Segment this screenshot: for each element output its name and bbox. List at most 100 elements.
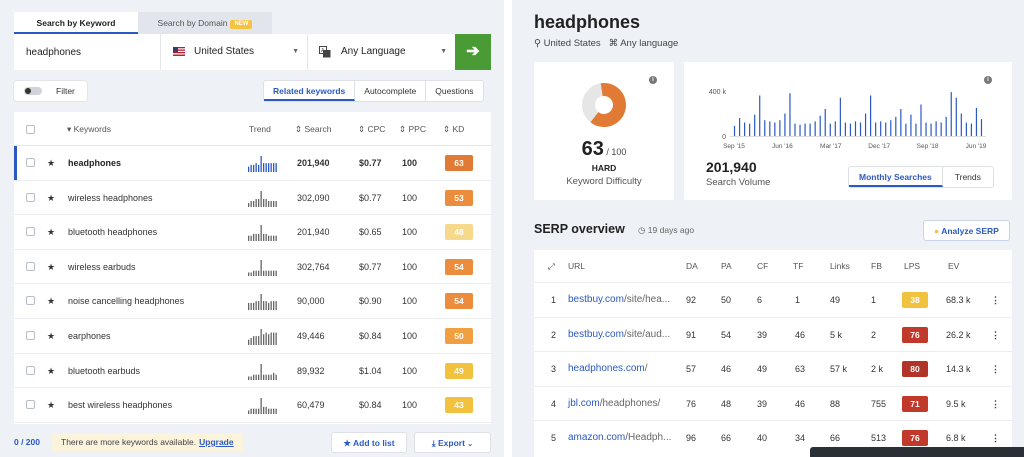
search-submit-button[interactable]: ➔ bbox=[455, 34, 491, 70]
analyze-serp-button[interactable]: ● Analyze SERP bbox=[923, 220, 1010, 241]
add-to-list-button[interactable]: ★ Add to list bbox=[331, 432, 407, 453]
volume-bar bbox=[738, 118, 741, 136]
tab-monthly-searches[interactable]: Monthly Searches bbox=[849, 167, 943, 187]
column-header-trend[interactable]: Trend bbox=[249, 124, 271, 134]
keyword-cell[interactable]: earphones bbox=[68, 331, 111, 341]
select-all-checkbox[interactable] bbox=[26, 125, 35, 134]
keyword-cell[interactable]: bluetooth headphones bbox=[68, 227, 158, 238]
tab-autocomplete[interactable]: Autocomplete bbox=[355, 81, 427, 101]
keyword-cell[interactable]: wireless earbuds bbox=[68, 261, 136, 272]
column-header-ppc[interactable]: ⇕ PPC bbox=[399, 124, 426, 134]
row-checkbox[interactable] bbox=[26, 158, 35, 167]
cpc-cell: $0.77 bbox=[359, 261, 382, 272]
more-options-icon[interactable]: ⋮ bbox=[991, 398, 1000, 409]
search-volume-cell: 49,446 bbox=[297, 331, 325, 341]
trend-bar bbox=[258, 374, 260, 380]
more-options-icon[interactable]: ⋮ bbox=[991, 364, 1000, 374]
star-icon[interactable]: ★ bbox=[47, 365, 56, 376]
kd-badge: 54 bbox=[445, 258, 473, 275]
upgrade-link[interactable]: Upgrade bbox=[199, 437, 234, 447]
trend-bar bbox=[265, 198, 267, 207]
star-icon[interactable]: ★ bbox=[47, 158, 56, 168]
trend-bar bbox=[253, 374, 255, 380]
star-icon[interactable]: ★ bbox=[47, 400, 56, 411]
serp-url-link[interactable]: jbl.com/headphones/ bbox=[568, 387, 660, 421]
keyword-cell[interactable]: bluetooth earbuds bbox=[68, 365, 141, 376]
column-header-keywords[interactable]: ▾ Keywords bbox=[67, 124, 111, 134]
filter-button[interactable]: Filter bbox=[14, 81, 87, 101]
search-volume-cell: 302,090 bbox=[297, 192, 330, 203]
trend-bar bbox=[265, 301, 267, 311]
cf-cell: 40 bbox=[757, 433, 768, 443]
keyword-cell[interactable]: wireless headphones bbox=[68, 192, 153, 203]
serp-url-link[interactable]: bestbuy.com/site/aud... bbox=[568, 318, 670, 352]
trend-bar bbox=[260, 225, 262, 242]
divider bbox=[160, 34, 161, 70]
filter-toggle[interactable] bbox=[24, 87, 42, 95]
row-checkbox[interactable] bbox=[26, 296, 35, 306]
more-options-icon[interactable]: ⋮ bbox=[991, 433, 1000, 443]
country-select[interactable]: United States ▼ bbox=[161, 34, 307, 70]
serp-url-link[interactable]: bestbuy.com/site/hea... bbox=[568, 283, 670, 317]
column-header-cpc[interactable]: ⇕ CPC bbox=[358, 124, 386, 134]
x-tick-label: Sep '15 bbox=[723, 143, 745, 150]
trend-bar bbox=[270, 332, 272, 345]
tab-search-by-domain[interactable]: Search by Domain NEW bbox=[138, 12, 272, 34]
more-options-icon[interactable]: ⋮ bbox=[991, 295, 1000, 305]
tab-questions[interactable]: Questions bbox=[435, 86, 474, 96]
column-header-da: DA bbox=[686, 261, 698, 271]
row-checkbox[interactable] bbox=[26, 331, 35, 340]
table-row[interactable]: ★ best wireless headphones 60,479 $0.84 100 4… bbox=[14, 388, 491, 423]
info-icon[interactable]: i bbox=[649, 76, 657, 84]
row-checkbox[interactable] bbox=[26, 365, 35, 375]
trend-bar bbox=[268, 270, 270, 276]
table-row[interactable]: ★ headphones 201,940 $0.77 100 63 bbox=[14, 146, 491, 181]
more-options-icon[interactable]: ⋮ bbox=[991, 329, 1000, 340]
table-row[interactable]: ★ noise cancelling headphones 90,000 $0.90 1… bbox=[14, 284, 491, 319]
table-row[interactable]: ★ wireless earbuds 302,764 $0.77 100 54 bbox=[14, 250, 491, 285]
tab-trends[interactable]: Trends bbox=[954, 172, 981, 182]
trend-bar bbox=[275, 332, 277, 345]
url-domain: amazon.com bbox=[568, 432, 626, 443]
trend-bar bbox=[248, 376, 250, 380]
keyword-input[interactable] bbox=[14, 34, 160, 70]
trend-bar bbox=[275, 200, 277, 207]
trend-bar bbox=[255, 408, 257, 415]
kd-badge: 48 bbox=[445, 224, 473, 241]
row-checkbox[interactable] bbox=[26, 227, 35, 237]
table-row[interactable]: ★ bluetooth earbuds 89,932 $1.04 100 49 bbox=[14, 354, 491, 389]
trend-bar bbox=[255, 234, 257, 242]
star-icon[interactable]: ★ bbox=[47, 192, 56, 203]
expand-icon[interactable]: ⤢ bbox=[548, 261, 555, 271]
star-icon[interactable]: ★ bbox=[47, 227, 56, 238]
keyword-cell[interactable]: headphones bbox=[68, 158, 122, 168]
row-checkbox[interactable] bbox=[26, 261, 35, 271]
tab-related-keywords[interactable]: Related keywords bbox=[264, 81, 356, 101]
rank-cell: 5 bbox=[551, 433, 557, 443]
table-row[interactable]: ★ earphones 49,446 $0.84 100 50 bbox=[14, 319, 491, 354]
column-header-search[interactable]: ⇕ Search bbox=[295, 124, 332, 134]
column-header-kd[interactable]: ⇕ KD bbox=[443, 124, 465, 134]
tab-search-by-keyword[interactable]: Search by Keyword bbox=[14, 12, 138, 34]
trend-bar bbox=[268, 200, 270, 207]
star-icon[interactable]: ★ bbox=[47, 261, 56, 272]
serp-header: ⤢ URL DA PA CF TF Links FB LPS EV bbox=[534, 250, 1012, 282]
table-row[interactable]: ★ bluetooth headphones 201,940 $0.65 100 48 bbox=[14, 215, 491, 250]
star-icon[interactable]: ★ bbox=[47, 331, 56, 341]
svg-text:A: A bbox=[321, 48, 325, 54]
url-domain: bestbuy.com bbox=[568, 294, 624, 305]
star-icon[interactable]: ★ bbox=[47, 296, 56, 307]
table-row[interactable]: ★ wireless headphones 302,090 $0.77 100 53 bbox=[14, 181, 491, 216]
keyword-cell[interactable]: best wireless headphones bbox=[68, 400, 173, 411]
row-checkbox[interactable] bbox=[26, 400, 35, 410]
volume-bar bbox=[814, 121, 816, 136]
language-select[interactable]: A Any Language ▼ bbox=[308, 34, 455, 70]
export-button[interactable]: ⤓ Export ⌄ bbox=[414, 432, 491, 453]
serp-url-link[interactable]: headphones.com/ bbox=[568, 352, 648, 386]
kd-score: 63 / 100 bbox=[534, 138, 674, 161]
info-icon[interactable]: i bbox=[984, 76, 992, 84]
row-checkbox[interactable] bbox=[26, 192, 35, 202]
serp-url-link[interactable]: amazon.com/Headph... bbox=[568, 421, 671, 455]
keyword-cell[interactable]: noise cancelling headphones bbox=[68, 296, 185, 307]
y-tick-label: 0 bbox=[722, 134, 726, 141]
